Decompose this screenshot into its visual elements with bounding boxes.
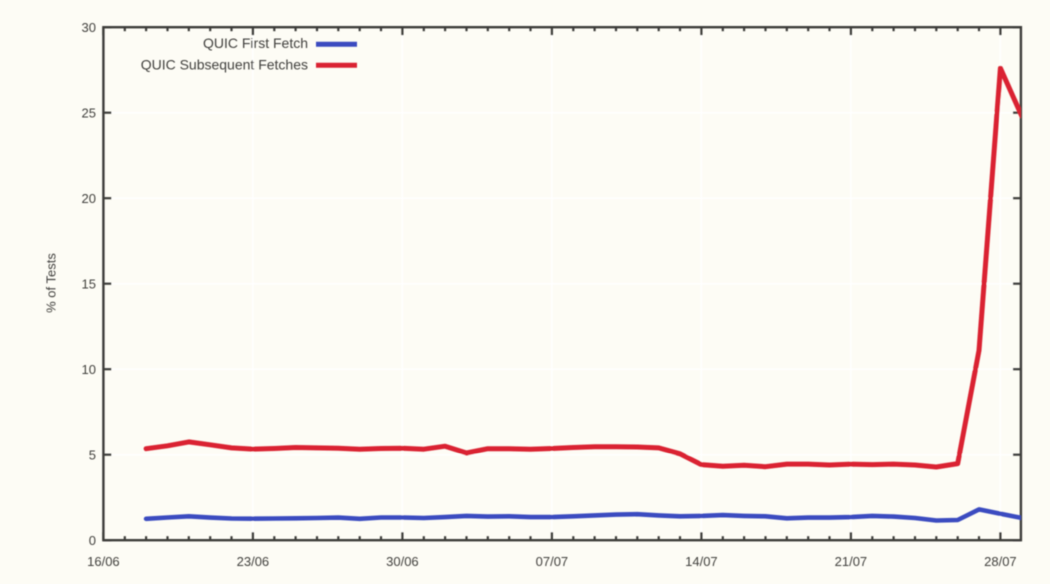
svg-text:20: 20 — [82, 191, 96, 206]
svg-text:15: 15 — [82, 276, 96, 291]
svg-text:25: 25 — [82, 105, 96, 120]
svg-text:30: 30 — [82, 20, 96, 35]
svg-text:23/06: 23/06 — [237, 554, 270, 569]
svg-text:30/06: 30/06 — [386, 554, 419, 569]
svg-text:10: 10 — [82, 362, 96, 377]
svg-text:0: 0 — [89, 533, 96, 548]
svg-text:16/06: 16/06 — [87, 554, 120, 569]
svg-text:QUIC First Fetch: QUIC First Fetch — [203, 35, 308, 51]
svg-text:5: 5 — [89, 447, 96, 462]
svg-text:21/07: 21/07 — [835, 554, 868, 569]
svg-text:% of Tests: % of Tests — [44, 253, 59, 313]
svg-text:07/07: 07/07 — [536, 554, 569, 569]
svg-text:14/07: 14/07 — [685, 554, 718, 569]
svg-text:28/07: 28/07 — [984, 554, 1017, 569]
svg-text:QUIC Subsequent Fetches: QUIC Subsequent Fetches — [141, 57, 308, 73]
